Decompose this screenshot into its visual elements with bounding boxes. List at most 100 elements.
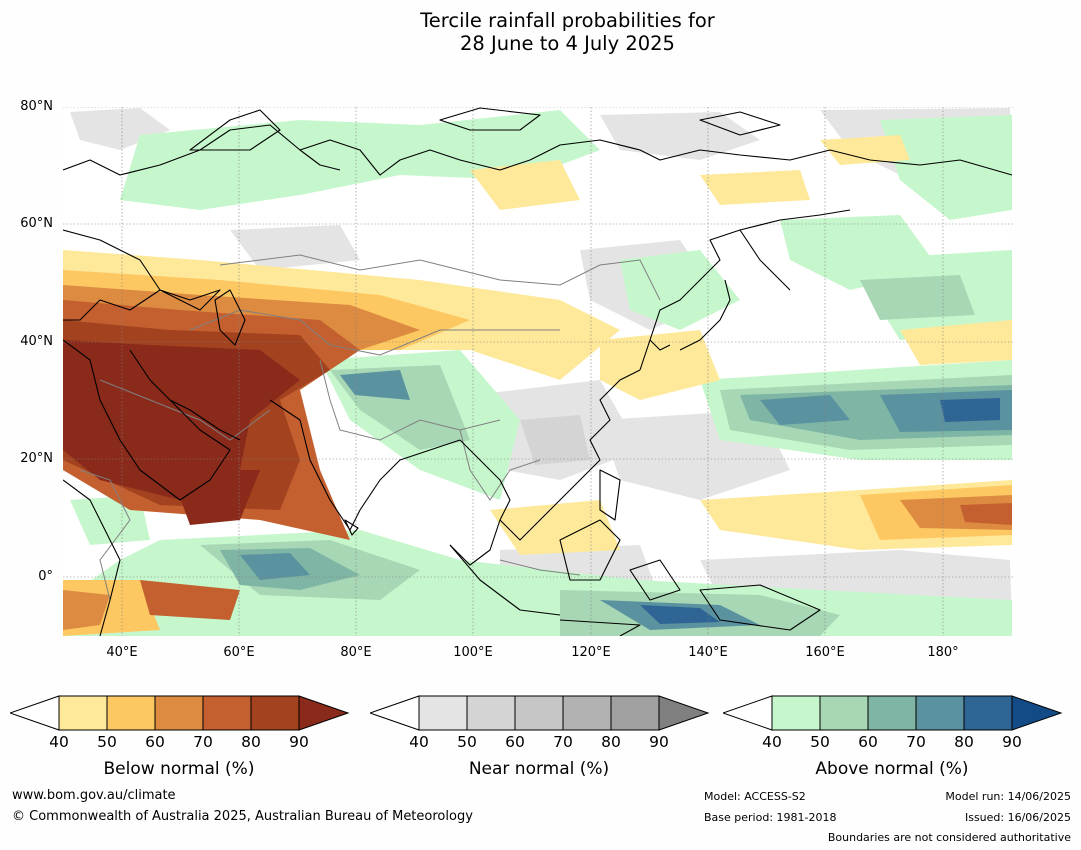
near-normal-title: Near normal (%) [468,759,610,779]
above-tick-90: 90 [1002,733,1022,751]
lon-label-80e: 80°E [340,645,372,660]
website-link[interactable]: www.bom.gov.au/climate [12,788,176,803]
below-normal-ticks: 40 50 60 70 80 90 [49,733,309,753]
above-tick-50: 50 [810,733,830,751]
coastlines [63,107,1013,636]
below-normal-region [490,500,620,555]
above-normal-region [240,553,310,580]
below-normal-title: Below normal (%) [103,759,255,779]
country-borders [79,254,661,601]
lon-label-140e: 140°E [688,645,728,660]
above-normal-region [120,110,600,210]
lon-label-180: 180° [927,645,959,660]
colorbar-bin-70-80 [915,695,965,731]
map-title: Tercile rainfall probabilities for 28 Ju… [0,9,1081,55]
above-tick-40: 40 [762,733,782,751]
near-normal-region [520,415,590,465]
colorbar-upper-extension [1011,695,1063,731]
below-normal-region [900,320,1012,365]
lat-label-0: 0° [38,569,53,584]
lon-label-100e: 100°E [453,645,493,660]
above-normal-colorbar [723,695,1063,731]
colorbar-lower-extension [10,695,60,731]
lon-label-60e: 60°E [223,645,255,660]
model-run-date: Model run: 14/06/2025 [945,790,1071,803]
below-normal-region [470,160,580,210]
colorbar-bins [771,695,1013,731]
near-tick-50: 50 [457,733,477,751]
colorbar-bin-80-90 [963,695,1013,731]
near-normal-region [230,225,360,270]
colorbar-bin-60-70 [154,695,204,731]
above-normal-region [760,395,850,425]
below-normal-colorbar [10,695,350,731]
model-info: Model: ACCESS-S2 [704,790,806,803]
colorbar-bin-60-70 [867,695,917,731]
issued-date: Issued: 16/06/2025 [964,811,1071,824]
title-line-1: Tercile rainfall probabilities for [420,9,715,32]
colorbar-bin-50-60 [819,695,869,731]
above-normal-region [640,605,720,624]
above-tick-80: 80 [954,733,974,751]
above-tick-70: 70 [906,733,926,751]
colorbar-bin-80-90 [250,695,300,731]
colorbar-bin-80-90 [610,695,660,731]
above-normal-region [940,398,1000,422]
near-tick-40: 40 [409,733,429,751]
near-normal-colorbar [370,695,710,731]
below-tick-70: 70 [193,733,213,751]
above-normal-title: Above normal (%) [815,759,969,779]
colorbar-bins [418,695,660,731]
title-line-2: 28 June to 4 July 2025 [460,32,675,55]
above-tick-60: 60 [858,733,878,751]
near-tick-60: 60 [505,733,525,751]
colorbar-bin-50-60 [106,695,156,731]
below-normal-region [170,470,260,525]
colorbar-bin-40-50 [771,695,821,731]
colorbar-upper-extension [298,695,350,731]
colorbar-bin-70-80 [562,695,612,731]
above-normal-ticks: 40 50 60 70 80 90 [762,733,1022,753]
near-normal-ticks: 40 50 60 70 80 90 [409,733,669,753]
below-tick-90: 90 [289,733,309,751]
below-tick-50: 50 [97,733,117,751]
colorbar-upper-extension [658,695,710,731]
above-normal-region [860,275,975,320]
map-area [63,107,1014,636]
probability-field [63,108,1012,636]
below-tick-80: 80 [241,733,261,751]
below-normal-region [960,503,1012,525]
near-normal-region [600,112,760,160]
below-tick-40: 40 [49,733,69,751]
colorbar-bins [58,695,300,731]
colorbar-bin-60-70 [514,695,564,731]
lat-label-80n: 80°N [20,99,53,114]
copyright-notice: © Commonwealth of Australia 2025, Austra… [12,809,473,824]
below-normal-region [63,590,110,630]
above-normal-region [880,115,1012,220]
colorbar-bin-40-50 [58,695,108,731]
near-tick-90: 90 [649,733,669,751]
below-normal-region [820,135,910,165]
lat-label-60n: 60°N [20,216,53,231]
below-tick-60: 60 [145,733,165,751]
lon-label-120e: 120°E [571,645,611,660]
colorbar-bin-50-60 [466,695,516,731]
colorbar-lower-extension [723,695,773,731]
below-normal-region [700,170,810,205]
lat-label-40n: 40°N [20,334,53,349]
above-normal-region [340,370,410,400]
below-normal-region [140,580,240,620]
colorbar-lower-extension [370,695,420,731]
colorbar-bin-40-50 [418,695,468,731]
boundaries-note: Boundaries are not considered authoritat… [827,831,1071,844]
lon-label-160e: 160°E [805,645,845,660]
below-normal-region [600,330,720,400]
near-tick-80: 80 [601,733,621,751]
base-period-info: Base period: 1981-2018 [704,811,837,824]
colorbar-bin-70-80 [202,695,252,731]
graticule-lines [63,107,1014,636]
near-tick-70: 70 [553,733,573,751]
lon-label-40e: 40°E [106,645,138,660]
